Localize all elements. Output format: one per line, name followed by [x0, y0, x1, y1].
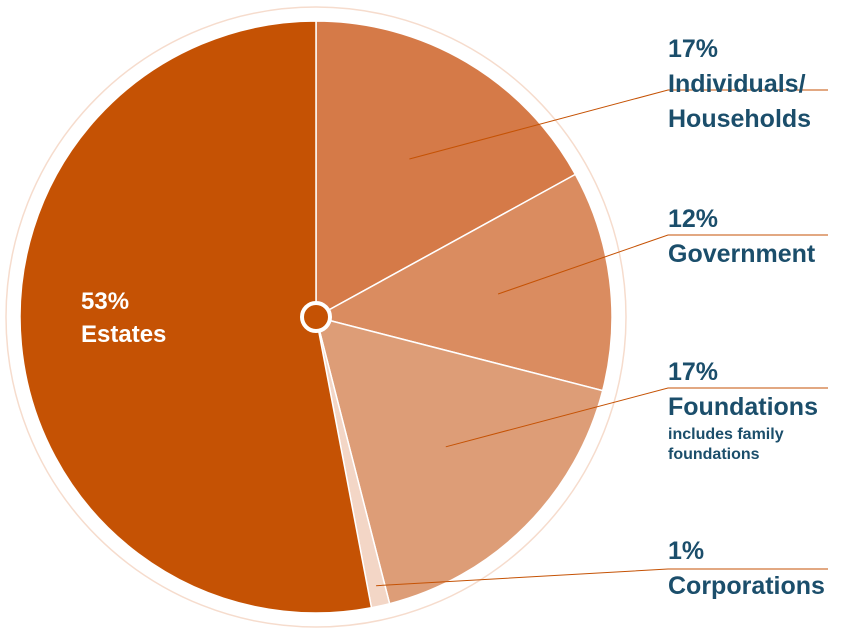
label-government-pct: 12% [668, 205, 719, 233]
leader-line-foundations [445, 387, 828, 448]
label-foundations-pct: 17% [668, 358, 719, 386]
label-corporations-pct: 1% [668, 537, 705, 565]
label-estates-pct: 53% [81, 288, 130, 315]
label-government-name: Government [668, 240, 816, 268]
label-foundations-sub-2: foundations [668, 446, 760, 463]
label-individuals-name-1: Individuals/ [668, 70, 806, 98]
label-corporations-name: Corporations [668, 572, 825, 600]
leader-line-government [497, 234, 828, 295]
slice-foundations [314, 315, 604, 605]
label-corporations: 1% Corporations [668, 534, 825, 604]
leader-line-corporations [376, 568, 828, 587]
label-foundations-name: Foundations [668, 393, 818, 421]
slice-individuals-households [315, 20, 577, 319]
label-individuals-name-2: Households [668, 105, 812, 133]
label-individuals: 17% Individuals/ Households [668, 32, 811, 137]
label-foundations: 17% Foundations includes family foundati… [668, 355, 818, 465]
slice-estates [19, 20, 373, 614]
slice-government [313, 173, 613, 392]
label-individuals-pct: 17% [668, 35, 719, 63]
label-foundations-sub-1: includes family [668, 426, 784, 443]
outer-ring [5, 6, 627, 628]
label-estates: 53% Estates [81, 285, 166, 351]
label-estates-name: Estates [81, 321, 167, 348]
label-government: 12% Government [668, 202, 815, 272]
center-dot [300, 301, 332, 333]
leader-line-individuals-households [409, 89, 828, 160]
